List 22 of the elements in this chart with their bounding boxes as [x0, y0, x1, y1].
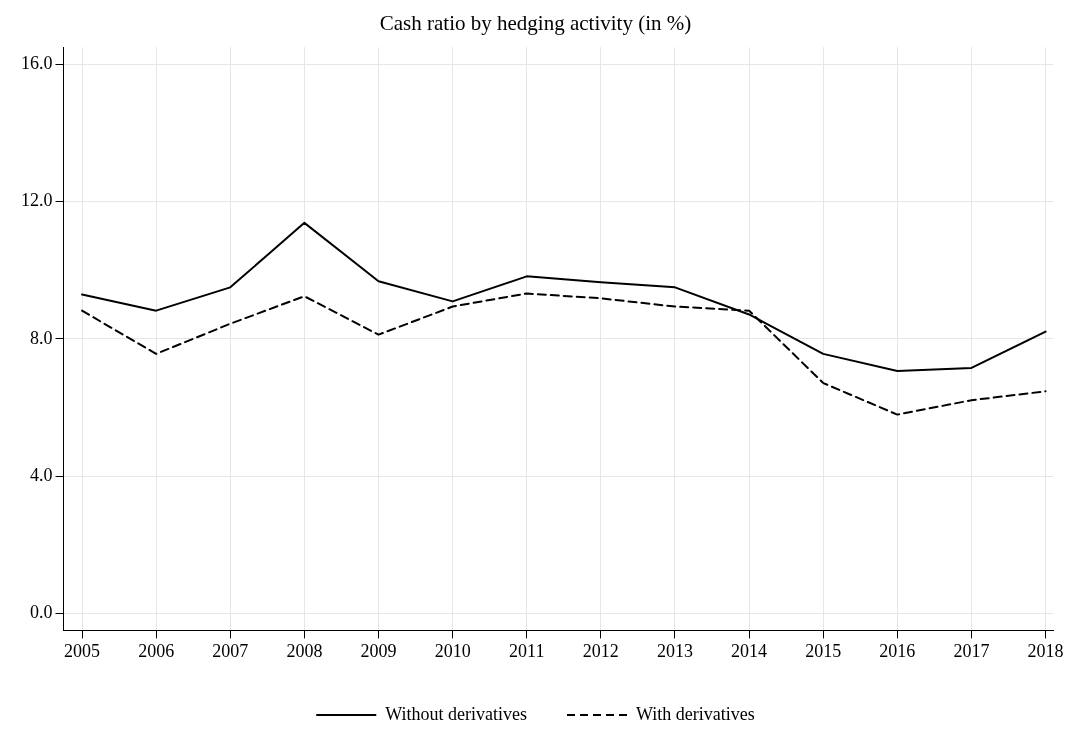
x-tick-label: 2011 [509, 640, 545, 661]
x-tick-label: 2005 [64, 640, 101, 661]
legend-label: Without derivatives [385, 703, 528, 724]
x-tick-label: 2016 [879, 640, 916, 661]
y-tick-label: 16.0 [21, 53, 53, 74]
y-tick-label: 8.0 [30, 327, 53, 348]
x-tick-label: 2010 [434, 640, 471, 661]
x-tick-label: 2008 [286, 640, 323, 661]
x-tick-label: 2015 [805, 640, 842, 661]
x-tick-label: 2014 [731, 640, 768, 661]
x-tick-label: 2006 [138, 640, 175, 661]
x-tick-label: 2009 [360, 640, 397, 661]
legend-label: With derivatives [636, 703, 755, 724]
x-tick-label: 2018 [1027, 640, 1064, 661]
x-tick-label: 2013 [656, 640, 693, 661]
x-tick-label: 2017 [953, 640, 990, 661]
x-tick-label: 2007 [212, 640, 249, 661]
x-tick-label: 2012 [582, 640, 619, 661]
y-tick-label: 12.0 [21, 190, 53, 211]
chart-title: Cash ratio by hedging activity (in %) [379, 11, 692, 36]
y-tick-label: 0.0 [30, 601, 53, 622]
y-tick-label: 4.0 [30, 464, 53, 485]
